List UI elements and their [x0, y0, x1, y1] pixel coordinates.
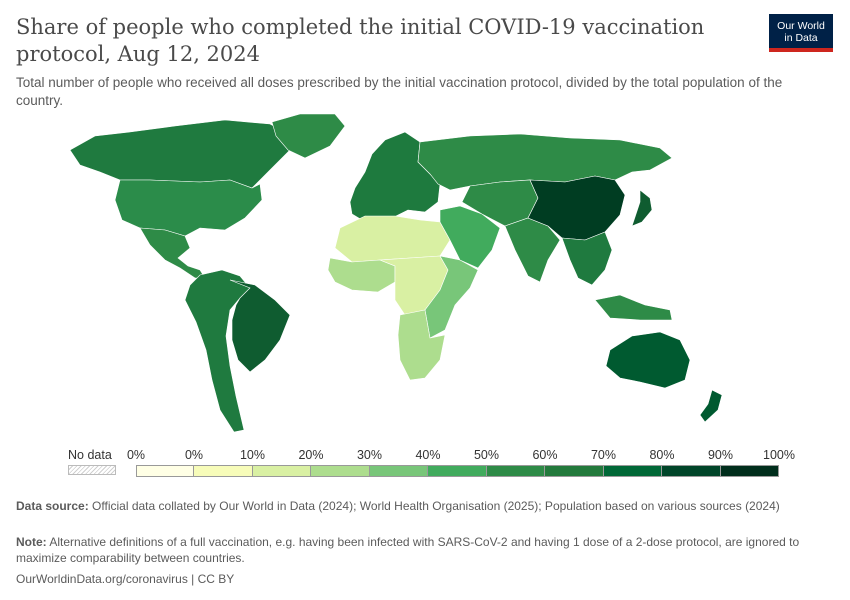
chart-subtitle: Total number of people who received all …: [16, 75, 783, 108]
legend-bin-9[interactable]: [662, 465, 721, 477]
legend-tick-4: 30%: [356, 448, 383, 462]
legend-tick-7: 60%: [532, 448, 558, 462]
footer-source-text: Official data collated by Our World in D…: [92, 499, 780, 513]
logo-line-1: Our World: [777, 20, 825, 32]
map-region-indonesia[interactable]: [594, 294, 673, 321]
legend-bin-6[interactable]: [486, 465, 545, 477]
map-region-southeast-asia[interactable]: [561, 231, 613, 286]
map-region-australia[interactable]: [605, 331, 691, 389]
legend-no-data-label: No data: [68, 448, 112, 462]
legend-tick-0: 0%: [126, 448, 146, 462]
legend-bin-8[interactable]: [603, 465, 662, 477]
map-region-brazil[interactable]: [229, 279, 291, 373]
legend-tick-9: 80%: [649, 448, 675, 462]
legend-bin-1[interactable]: [194, 465, 253, 477]
legend-bin-10[interactable]: [720, 465, 779, 477]
legend-tick-11: 100%: [763, 448, 795, 462]
footer-note-label: Note:: [16, 535, 47, 549]
legend-no-data-swatch[interactable]: [68, 465, 116, 475]
legend-bin-7[interactable]: [545, 465, 604, 477]
map-region-japan[interactable]: [631, 189, 653, 227]
legend-tick-8: 70%: [590, 448, 617, 462]
footer-note: Note: Alternative definitions of a full …: [16, 534, 816, 566]
footer-source-label: Data source:: [16, 499, 89, 513]
logo-line-2: in Data: [784, 32, 818, 44]
legend-bin-4[interactable]: [369, 465, 428, 477]
map-region-middle-east[interactable]: [439, 205, 501, 269]
footer-source: Data source: Official data collated by O…: [16, 498, 816, 514]
legend-bin-5[interactable]: [428, 465, 487, 477]
legend-tick-1: 0%: [184, 448, 204, 462]
legend-bin-0[interactable]: [136, 465, 194, 477]
map-region-north-africa[interactable]: [334, 215, 451, 263]
footer-note-text: Alternative definitions of a full vaccin…: [16, 535, 800, 565]
legend-bin-2[interactable]: [252, 465, 311, 477]
map-region-west-africa[interactable]: [327, 257, 396, 293]
map-region-mexico-central-america[interactable]: [139, 227, 206, 279]
map-region-new-zealand[interactable]: [699, 389, 723, 423]
map-region-usa[interactable]: [114, 179, 263, 237]
map-region-greenland[interactable]: [271, 113, 346, 159]
footer-credit-link[interactable]: OurWorldinData.org/coronavirus | CC BY: [16, 572, 235, 586]
map-region-east-africa[interactable]: [424, 255, 479, 339]
legend-bin-3[interactable]: [311, 465, 370, 477]
legend-tick-6: 50%: [473, 448, 500, 462]
legend-tick-10: 90%: [707, 448, 734, 462]
legend-tick-2: 10%: [239, 448, 266, 462]
legend-tick-3: 20%: [298, 448, 324, 462]
map-region-southern-africa[interactable]: [397, 309, 446, 381]
legend-color-bins: [136, 465, 779, 477]
world-map[interactable]: [0, 110, 850, 440]
legend-tick-5: 40%: [415, 448, 441, 462]
map-region-canada-alaska[interactable]: [69, 119, 301, 189]
chart-title: Share of people who completed the initia…: [16, 15, 705, 66]
owid-logo[interactable]: Our World in Data: [769, 14, 833, 52]
